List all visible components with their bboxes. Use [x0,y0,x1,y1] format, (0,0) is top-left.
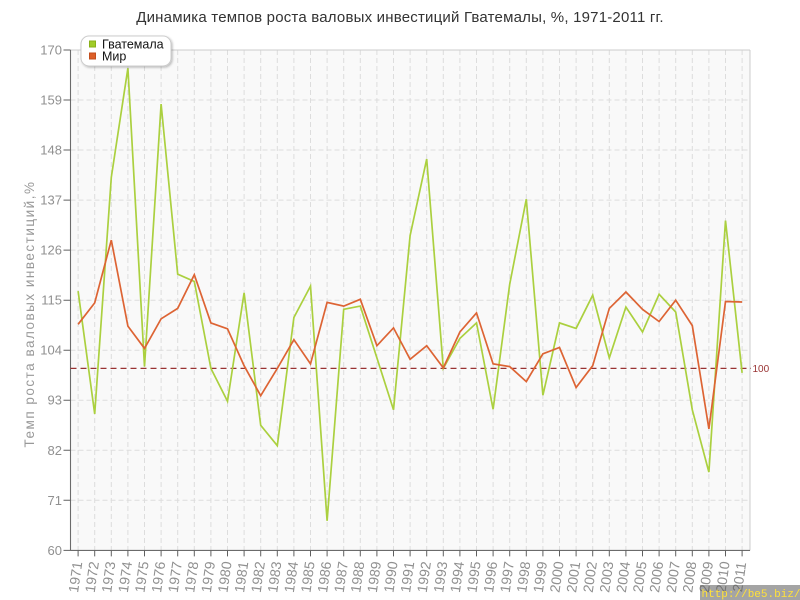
svg-text:Гватемала: Гватемала [102,38,164,52]
svg-text:1991: 1991 [397,560,417,593]
svg-text:1997: 1997 [497,560,517,593]
svg-text:1992: 1992 [414,560,434,593]
svg-text:1985: 1985 [298,560,318,593]
svg-text:115: 115 [41,293,62,308]
svg-text:1975: 1975 [132,560,152,593]
svg-text:104: 104 [40,343,62,358]
svg-text:http://be5.biz/: http://be5.biz/ [702,589,800,600]
svg-text:2000: 2000 [547,560,567,593]
svg-text:1971: 1971 [65,560,85,593]
svg-text:159: 159 [40,93,62,108]
svg-text:1978: 1978 [181,560,201,593]
svg-text:2002: 2002 [580,560,600,593]
svg-text:1990: 1990 [381,560,401,593]
svg-text:Мир: Мир [102,50,126,64]
svg-text:1981: 1981 [231,560,251,593]
svg-text:137: 137 [40,193,62,208]
svg-text:71: 71 [48,493,62,508]
svg-text:1999: 1999 [530,560,550,593]
svg-text:1988: 1988 [347,560,367,593]
svg-text:1972: 1972 [82,560,102,593]
svg-text:1976: 1976 [148,560,168,593]
svg-text:1980: 1980 [215,560,235,593]
svg-text:93: 93 [48,393,62,408]
svg-text:1983: 1983 [264,560,284,593]
svg-text:2001: 2001 [563,560,583,593]
svg-text:148: 148 [40,143,62,158]
svg-text:2005: 2005 [630,560,650,593]
svg-text:2003: 2003 [596,560,616,593]
svg-text:100: 100 [753,364,770,375]
svg-text:60: 60 [48,543,62,558]
svg-text:126: 126 [40,243,62,258]
svg-text:Темп роста валовых инвестиций,: Темп роста валовых инвестиций,% [22,181,37,448]
svg-text:2004: 2004 [613,560,633,593]
svg-text:2008: 2008 [679,560,699,593]
svg-text:1986: 1986 [314,560,334,593]
svg-text:1982: 1982 [248,560,268,593]
svg-text:1995: 1995 [464,560,484,593]
svg-text:82: 82 [48,443,62,458]
svg-text:1996: 1996 [480,560,500,593]
svg-text:1989: 1989 [364,560,384,593]
svg-text:2007: 2007 [663,560,683,593]
svg-text:170: 170 [40,43,62,58]
svg-text:1973: 1973 [98,560,118,593]
svg-text:1993: 1993 [430,560,450,593]
svg-text:1977: 1977 [165,560,185,593]
svg-text:1994: 1994 [447,560,467,593]
svg-text:Динамика темпов роста валовых: Динамика темпов роста валовых инвестиций… [136,9,664,26]
svg-text:2006: 2006 [646,560,666,593]
svg-text:2011: 2011 [729,561,749,593]
svg-text:1974: 1974 [115,560,135,593]
svg-text:1984: 1984 [281,560,301,593]
svg-text:1998: 1998 [513,560,533,593]
svg-text:1979: 1979 [198,560,218,593]
svg-text:1987: 1987 [331,560,351,593]
